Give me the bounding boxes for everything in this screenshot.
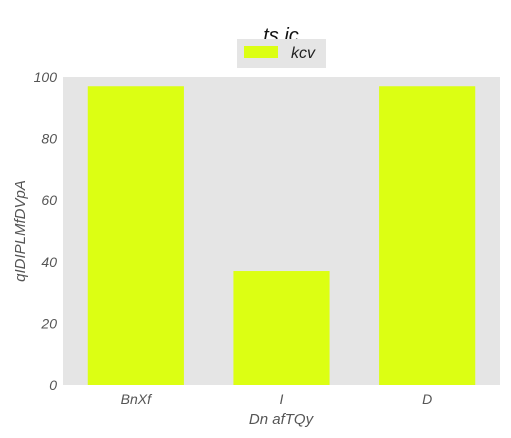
legend: kcv — [237, 39, 326, 68]
bars-group — [87, 86, 476, 386]
legend-label: kcv — [291, 45, 316, 62]
x-tick-label: D — [422, 391, 432, 407]
y-tick-label: 40 — [41, 254, 57, 270]
legend-swatch — [244, 46, 278, 58]
bar-bnxf — [87, 86, 184, 386]
x-tick-label: BnXf — [121, 391, 153, 407]
y-tick-label: 80 — [41, 131, 57, 147]
y-tick-label: 20 — [40, 315, 57, 331]
x-axis-label: Dn afTQy — [249, 411, 315, 428]
x-tick-label: I — [280, 391, 284, 407]
y-tick-label: 0 — [49, 377, 57, 393]
x-axis-ticks: BnXf I D — [121, 391, 433, 407]
y-tick-label: 100 — [34, 69, 58, 85]
bar-i — [233, 271, 330, 385]
bar-d — [379, 86, 476, 386]
y-axis-ticks: 0 20 40 60 80 100 — [34, 69, 58, 393]
y-axis-label: qIDIPLMfDVpA — [12, 180, 29, 282]
y-tick-label: 60 — [41, 192, 57, 208]
